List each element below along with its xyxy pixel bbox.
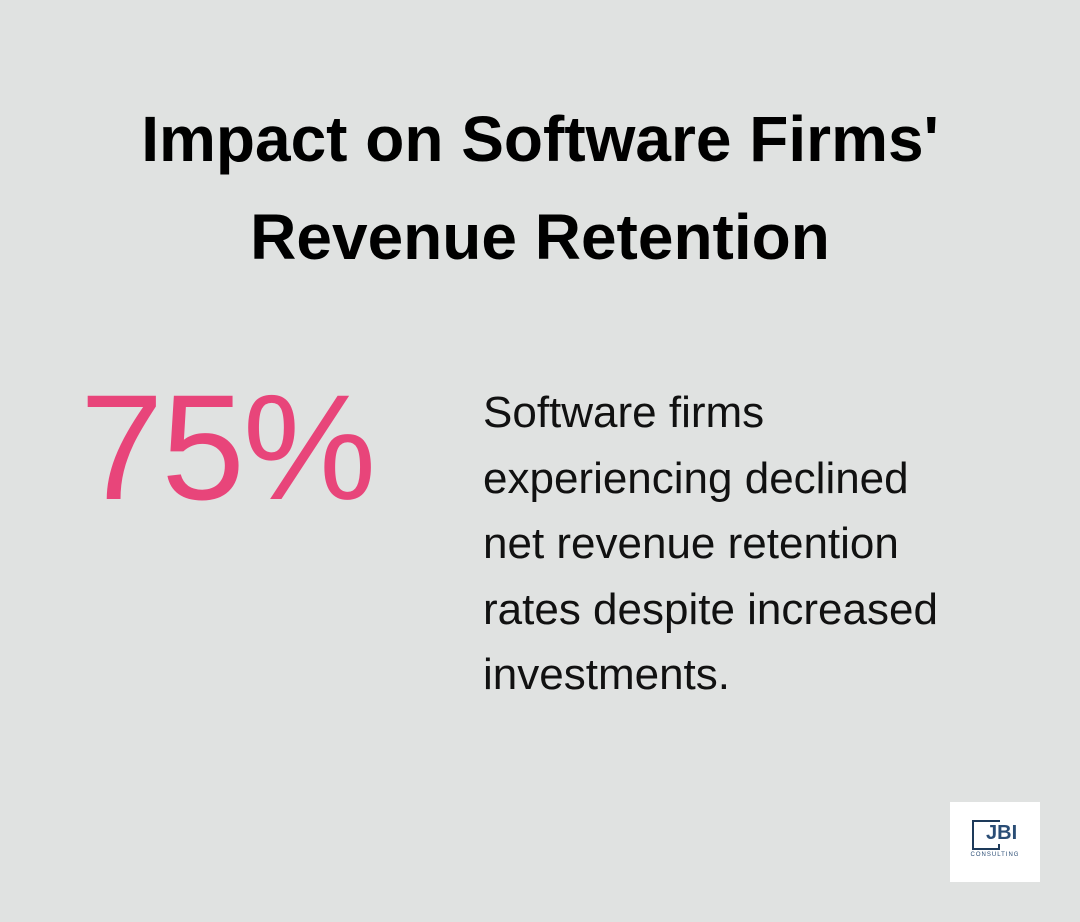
- title-line: Impact on Software Firms': [141, 103, 939, 175]
- description-line: net revenue retention: [483, 519, 899, 568]
- logo-mark: JBI: [984, 822, 1020, 844]
- description-line: rates despite increased: [483, 584, 938, 634]
- title-line: Revenue Retention: [250, 201, 830, 273]
- title: Impact on Software Firms' Revenue Retent…: [0, 90, 1080, 286]
- stat-description: Software firms experiencing declined net…: [483, 380, 938, 708]
- description-line: experiencing declined: [483, 453, 909, 503]
- description-line: Software firms: [483, 388, 765, 437]
- logo: JBI CONSULTING: [950, 802, 1040, 882]
- logo-subtitle: CONSULTING: [970, 852, 1020, 858]
- description-line: investments.: [483, 650, 730, 699]
- stat-value: 75%: [80, 363, 376, 531]
